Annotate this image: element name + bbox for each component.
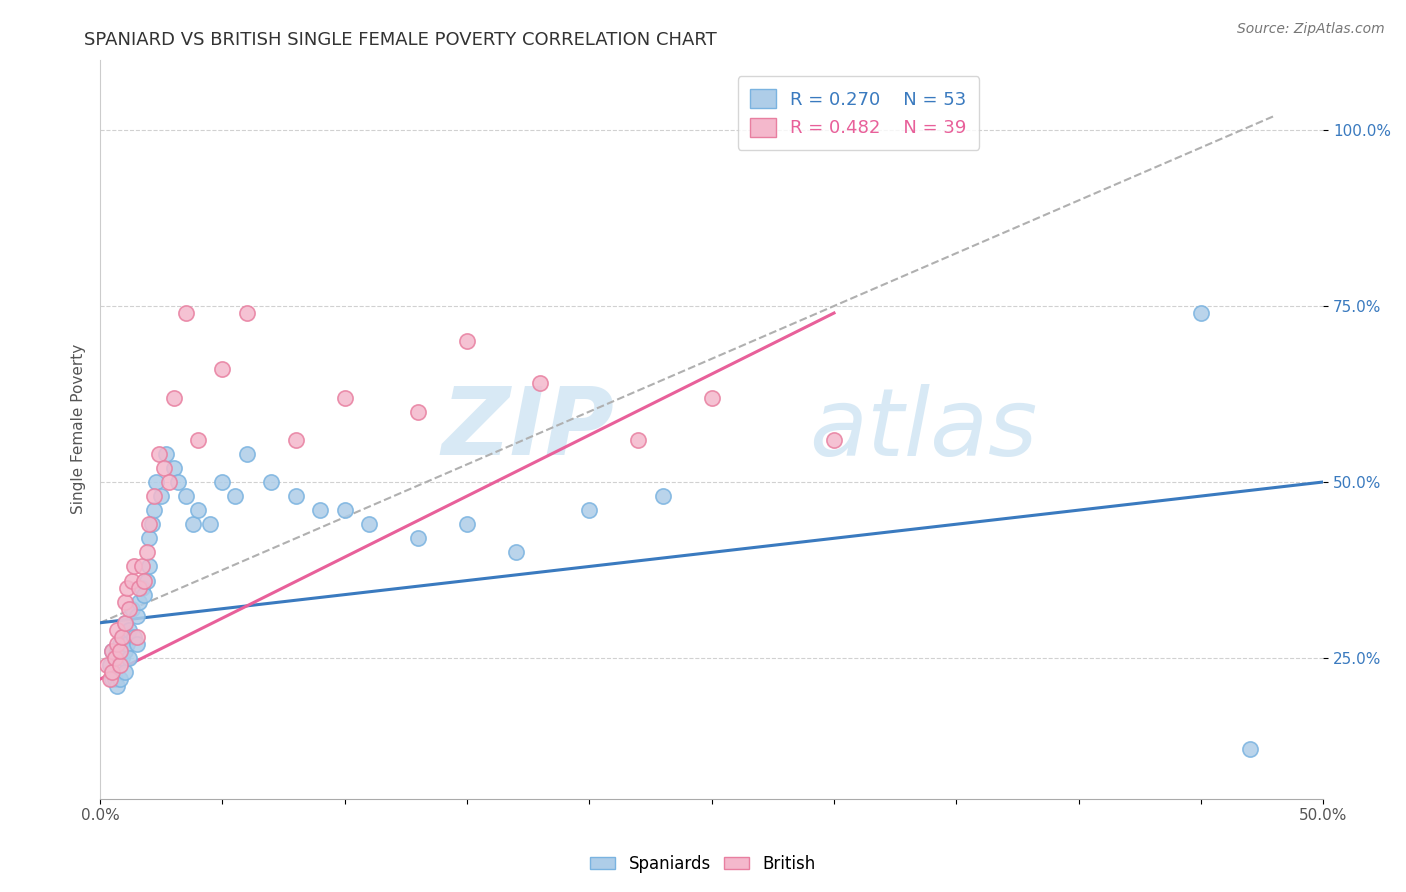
Y-axis label: Single Female Poverty: Single Female Poverty — [72, 344, 86, 515]
Point — [114, 615, 136, 630]
Point — [142, 503, 165, 517]
Point — [150, 489, 173, 503]
Point — [105, 679, 128, 693]
Point — [406, 531, 429, 545]
Point — [456, 334, 478, 348]
Point — [148, 447, 170, 461]
Point — [135, 574, 157, 588]
Point — [359, 517, 381, 532]
Point — [167, 475, 190, 489]
Point — [284, 489, 307, 503]
Legend: Spaniards, British: Spaniards, British — [583, 848, 823, 880]
Point — [101, 672, 124, 686]
Point — [333, 391, 356, 405]
Point — [111, 630, 134, 644]
Point — [211, 362, 233, 376]
Point — [651, 489, 673, 503]
Point — [174, 306, 197, 320]
Point — [101, 644, 124, 658]
Point — [141, 517, 163, 532]
Point — [121, 574, 143, 588]
Point — [823, 433, 845, 447]
Point — [96, 658, 118, 673]
Point — [1239, 742, 1261, 756]
Point — [118, 623, 141, 637]
Point — [406, 404, 429, 418]
Point — [118, 651, 141, 665]
Point — [111, 630, 134, 644]
Point — [155, 447, 177, 461]
Point — [98, 672, 121, 686]
Point — [211, 475, 233, 489]
Point — [131, 581, 153, 595]
Point — [138, 531, 160, 545]
Text: SPANIARD VS BRITISH SINGLE FEMALE POVERTY CORRELATION CHART: SPANIARD VS BRITISH SINGLE FEMALE POVERT… — [84, 31, 717, 49]
Point — [114, 615, 136, 630]
Point — [260, 475, 283, 489]
Point — [125, 608, 148, 623]
Point — [104, 672, 127, 686]
Point — [224, 489, 246, 503]
Point — [108, 672, 131, 686]
Point — [125, 630, 148, 644]
Point — [128, 581, 150, 595]
Point — [187, 503, 209, 517]
Point — [1189, 306, 1212, 320]
Point — [236, 447, 259, 461]
Text: Source: ZipAtlas.com: Source: ZipAtlas.com — [1237, 22, 1385, 37]
Point — [114, 665, 136, 679]
Point — [333, 503, 356, 517]
Point — [181, 517, 204, 532]
Point — [174, 489, 197, 503]
Point — [105, 623, 128, 637]
Point — [135, 545, 157, 559]
Point — [104, 651, 127, 665]
Point — [138, 559, 160, 574]
Point — [200, 517, 222, 532]
Point — [104, 651, 127, 665]
Point — [105, 637, 128, 651]
Point — [134, 588, 156, 602]
Point — [101, 644, 124, 658]
Point — [118, 601, 141, 615]
Point — [162, 461, 184, 475]
Point — [152, 461, 174, 475]
Point — [236, 306, 259, 320]
Point — [529, 376, 551, 391]
Text: atlas: atlas — [810, 384, 1038, 475]
Point — [700, 391, 723, 405]
Point — [105, 644, 128, 658]
Point — [115, 637, 138, 651]
Point — [505, 545, 527, 559]
Point — [114, 644, 136, 658]
Point — [124, 630, 146, 644]
Point — [138, 517, 160, 532]
Legend: R = 0.270    N = 53, R = 0.482    N = 39: R = 0.270 N = 53, R = 0.482 N = 39 — [738, 76, 979, 150]
Point — [142, 489, 165, 503]
Point — [284, 433, 307, 447]
Point — [162, 391, 184, 405]
Text: ZIP: ZIP — [441, 384, 614, 475]
Point — [456, 517, 478, 532]
Point — [128, 594, 150, 608]
Point — [309, 503, 332, 517]
Point — [101, 665, 124, 679]
Point — [134, 574, 156, 588]
Point — [114, 594, 136, 608]
Point — [627, 433, 650, 447]
Point — [108, 637, 131, 651]
Point — [145, 475, 167, 489]
Point — [115, 581, 138, 595]
Point — [98, 658, 121, 673]
Point — [578, 503, 600, 517]
Point — [125, 637, 148, 651]
Point — [111, 651, 134, 665]
Point — [187, 433, 209, 447]
Point — [121, 601, 143, 615]
Point — [157, 475, 180, 489]
Point — [108, 658, 131, 673]
Point — [108, 644, 131, 658]
Point — [131, 559, 153, 574]
Point — [124, 559, 146, 574]
